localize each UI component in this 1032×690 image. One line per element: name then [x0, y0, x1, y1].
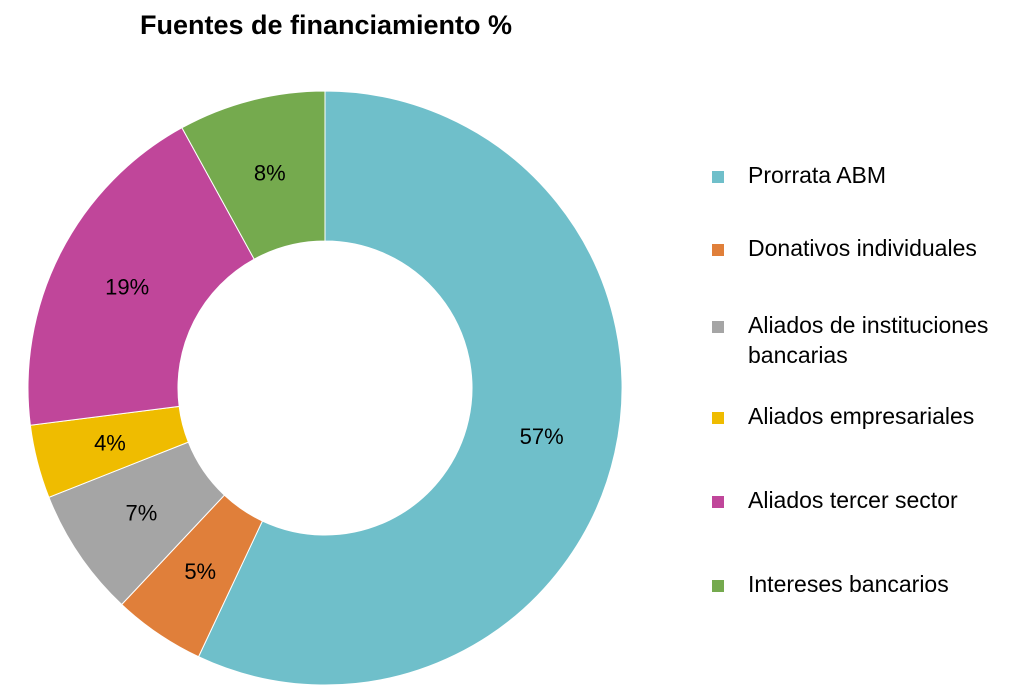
- legend-item-prorrata-abm: Prorrata ABM: [712, 160, 1028, 190]
- legend-label: Donativos individuales: [748, 235, 977, 261]
- legend-item-aliados-empresariales: Aliados empresariales: [712, 401, 1028, 431]
- legend-swatch: [712, 412, 724, 424]
- legend-item-aliados-instituciones-bancarias: Aliados de instituciones bancarias: [712, 310, 1028, 370]
- legend-swatch: [712, 171, 724, 183]
- legend-swatch: [712, 580, 724, 592]
- legend-label: Prorrata ABM: [748, 162, 887, 188]
- legend-item-aliados-tercer-sector: Aliados tercer sector: [712, 485, 1028, 515]
- slice-label-aliados-empresariales: 4%: [94, 431, 126, 456]
- legend-label: Aliados empresariales: [748, 403, 975, 429]
- chart-title: Fuentes de financiamiento %: [139, 10, 513, 40]
- slice-aliados-tercer-sector: [27, 127, 255, 426]
- slice-label-donativos-individuales: 5%: [184, 559, 216, 584]
- legend-item-donativos-individuales: Donativos individuales: [712, 233, 1028, 263]
- slice-label-prorrata-abm: 57%: [520, 424, 564, 449]
- slice-prorrata-abm: [197, 90, 623, 686]
- legend-label: Aliados de instituciones bancarias: [748, 312, 989, 368]
- legend-label: Intereses bancarios: [748, 571, 949, 597]
- slice-intereses-bancarios: [181, 90, 326, 260]
- slice-label-aliados-tercer-sector: 19%: [105, 275, 149, 300]
- donut-chart: 57% 5% 7% 4% 19% 8%: [27, 90, 623, 686]
- slice-label-aliados-de-instituciones-bancarias: 7%: [125, 500, 157, 525]
- slice-label-intereses-bancarios: 8%: [254, 160, 286, 185]
- legend-label: Aliados tercer sector: [748, 487, 958, 513]
- legend-item-intereses-bancarios: Intereses bancarios: [712, 569, 1028, 599]
- legend-swatch: [712, 321, 724, 333]
- legend-swatch: [712, 496, 724, 508]
- legend-swatch: [712, 244, 724, 256]
